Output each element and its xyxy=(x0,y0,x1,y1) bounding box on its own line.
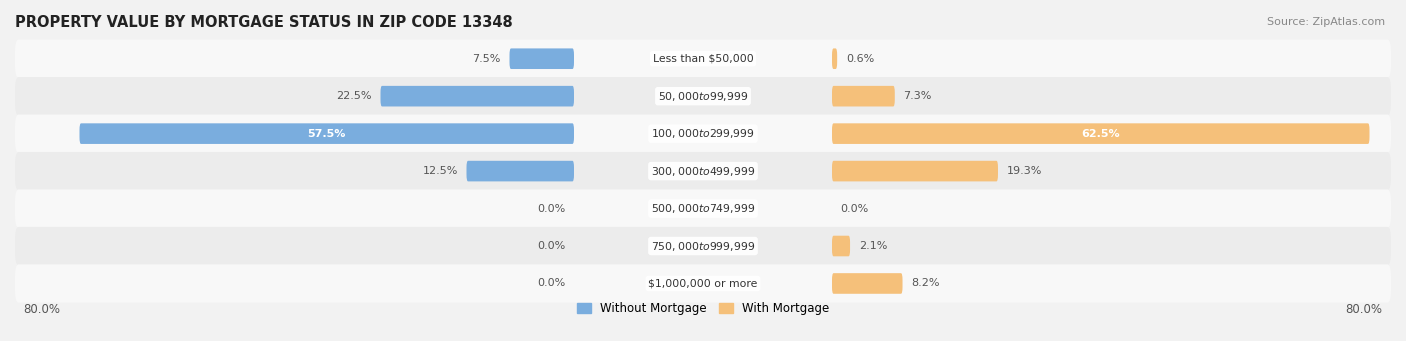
FancyBboxPatch shape xyxy=(15,190,1391,228)
Text: 0.0%: 0.0% xyxy=(841,204,869,213)
Text: 7.5%: 7.5% xyxy=(472,54,501,64)
Text: 19.3%: 19.3% xyxy=(1007,166,1042,176)
FancyBboxPatch shape xyxy=(832,48,837,69)
Text: 7.3%: 7.3% xyxy=(904,91,932,101)
Text: $500,000 to $749,999: $500,000 to $749,999 xyxy=(651,202,755,215)
FancyBboxPatch shape xyxy=(832,161,998,181)
Text: 0.0%: 0.0% xyxy=(537,241,565,251)
FancyBboxPatch shape xyxy=(15,77,1391,115)
FancyBboxPatch shape xyxy=(15,152,1391,190)
FancyBboxPatch shape xyxy=(15,115,1391,153)
Text: 12.5%: 12.5% xyxy=(423,166,458,176)
Text: $100,000 to $299,999: $100,000 to $299,999 xyxy=(651,127,755,140)
FancyBboxPatch shape xyxy=(832,236,851,256)
Text: 2.1%: 2.1% xyxy=(859,241,887,251)
FancyBboxPatch shape xyxy=(509,48,574,69)
Text: $300,000 to $499,999: $300,000 to $499,999 xyxy=(651,165,755,178)
Text: Source: ZipAtlas.com: Source: ZipAtlas.com xyxy=(1267,17,1385,27)
Text: 0.6%: 0.6% xyxy=(846,54,875,64)
Text: Less than $50,000: Less than $50,000 xyxy=(652,54,754,64)
FancyBboxPatch shape xyxy=(15,40,1391,78)
Legend: Without Mortgage, With Mortgage: Without Mortgage, With Mortgage xyxy=(572,297,834,320)
FancyBboxPatch shape xyxy=(15,264,1391,302)
Text: 57.5%: 57.5% xyxy=(308,129,346,139)
Text: 22.5%: 22.5% xyxy=(336,91,373,101)
Text: PROPERTY VALUE BY MORTGAGE STATUS IN ZIP CODE 13348: PROPERTY VALUE BY MORTGAGE STATUS IN ZIP… xyxy=(15,15,513,30)
FancyBboxPatch shape xyxy=(832,86,894,106)
FancyBboxPatch shape xyxy=(381,86,574,106)
Text: $1,000,000 or more: $1,000,000 or more xyxy=(648,279,758,288)
FancyBboxPatch shape xyxy=(467,161,574,181)
Text: 80.0%: 80.0% xyxy=(1346,303,1382,316)
FancyBboxPatch shape xyxy=(832,273,903,294)
Text: $50,000 to $99,999: $50,000 to $99,999 xyxy=(658,90,748,103)
Text: 80.0%: 80.0% xyxy=(24,303,60,316)
FancyBboxPatch shape xyxy=(832,123,1369,144)
Text: 8.2%: 8.2% xyxy=(911,279,939,288)
Text: 0.0%: 0.0% xyxy=(537,279,565,288)
Text: 62.5%: 62.5% xyxy=(1081,129,1121,139)
Text: 0.0%: 0.0% xyxy=(537,204,565,213)
FancyBboxPatch shape xyxy=(80,123,574,144)
Text: $750,000 to $999,999: $750,000 to $999,999 xyxy=(651,239,755,253)
FancyBboxPatch shape xyxy=(15,227,1391,265)
